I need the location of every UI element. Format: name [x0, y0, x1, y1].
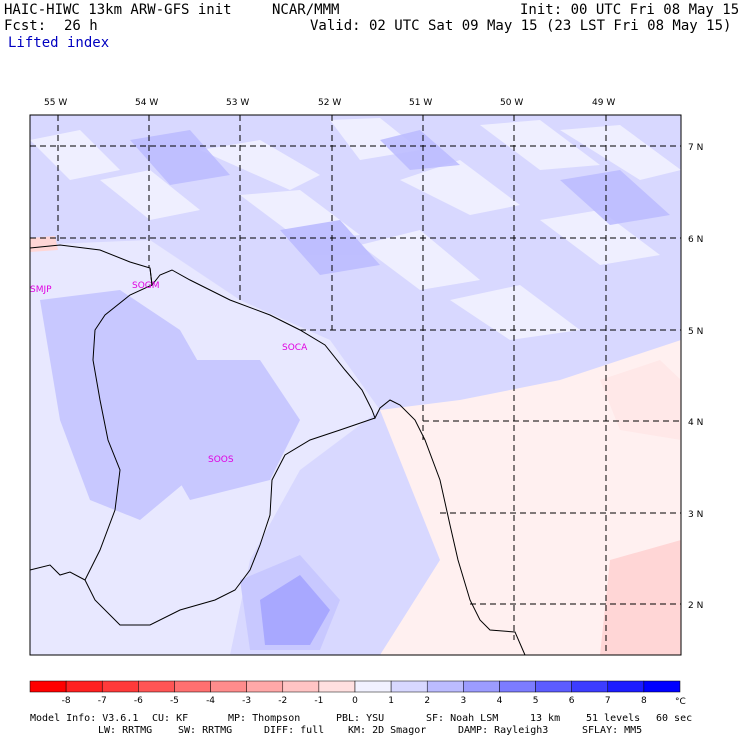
colorbar-tick-label: 5 [533, 696, 539, 706]
lon-label: 52 W [318, 98, 341, 108]
colorbar-swatch [354, 680, 392, 693]
colorbar-tick-label: -1 [314, 696, 323, 706]
colorbar-swatch [29, 680, 67, 693]
coastline-borders [29, 244, 526, 656]
lat-label: 7 N [688, 143, 703, 153]
map-frame [29, 114, 682, 656]
shortwave-scheme: SW: RRTMG [178, 725, 233, 736]
colorbar-swatch [318, 680, 356, 693]
lon-label: 50 W [500, 98, 523, 108]
colorbar-unit: °C [675, 697, 686, 707]
colorbar-swatch [210, 680, 247, 693]
valid-time: Valid: 02 UTC Sat 09 May 15 (23 LST Fri … [310, 18, 732, 34]
colorbar-swatch [246, 680, 284, 693]
colorbar-tick-label: -6 [134, 696, 143, 706]
colorbar-swatch [463, 680, 500, 693]
station-smjp: SMJP [30, 285, 52, 295]
field-name: Lifted index [8, 35, 110, 51]
colorbar-tick-label: -5 [170, 696, 179, 706]
km-option: KM: 2D Smagor [348, 725, 427, 736]
longwave-scheme: LW: RRTMG [98, 725, 153, 736]
station-soca: SOCA [282, 343, 308, 353]
colorbar-tick-label: 1 [388, 696, 394, 706]
grid-spacing: 13 km [530, 713, 561, 724]
longitude-labels: 55 W 54 W 53 W 52 W 51 W 50 W 49 W [44, 98, 615, 108]
station-soos: SOOS [208, 455, 234, 465]
lat-lon-grid [30, 115, 681, 655]
colorbar-swatch [426, 680, 464, 693]
colorbar-swatch [138, 680, 175, 693]
colorbar-swatch [282, 680, 320, 693]
colorbar-swatch [607, 680, 645, 693]
colorbar-swatch [390, 680, 428, 693]
lon-label: 49 W [592, 98, 615, 108]
colorbar-swatch [101, 680, 139, 693]
vertical-levels: 51 levels [586, 713, 641, 724]
colorbar-tick-label: -3 [242, 696, 251, 706]
station-sogm: SOGM [132, 281, 160, 291]
colorbar-tick-label: 4 [497, 696, 503, 706]
model-info: Model Info: V3.6.1 [30, 713, 139, 724]
forecast-hour: 26 h [64, 18, 98, 34]
lat-label: 5 N [688, 327, 703, 337]
colorbar-tick-label: -2 [278, 696, 287, 706]
colorbar-swatch [174, 680, 211, 693]
model-title: HAIC-HIWC 13km ARW-GFS init [4, 2, 232, 18]
surface-layer-scheme: SFLAY: MM5 [582, 725, 643, 736]
colorbar-tick-label: 6 [569, 696, 575, 706]
lat-label: 2 N [688, 601, 703, 611]
pbl-scheme: PBL: YSU [336, 713, 385, 724]
colorbar-tick-label: 2 [424, 696, 430, 706]
microphysics-scheme: MP: Thompson [228, 713, 301, 724]
lon-label: 55 W [44, 98, 67, 108]
colorbar [29, 680, 681, 693]
org-label: NCAR/MMM [272, 2, 340, 18]
init-time: Init: 00 UTC Fri 08 May 15 [520, 2, 740, 18]
lon-label: 53 W [226, 98, 249, 108]
diffusion-option: DIFF: full [264, 725, 325, 736]
lat-label: 3 N [688, 510, 703, 520]
lat-label: 6 N [688, 235, 703, 245]
time-step: 60 sec [656, 713, 693, 724]
colorbar-tick-label: 0 [352, 696, 358, 706]
lon-label: 51 W [409, 98, 432, 108]
colorbar-tick-label: 7 [605, 696, 611, 706]
forecast-label: Fcst: [4, 18, 47, 34]
lat-label: 4 N [688, 418, 703, 428]
cumulus-scheme: CU: KF [152, 713, 189, 724]
surface-scheme: SF: Noah LSM [426, 713, 499, 724]
colorbar-swatch [535, 680, 572, 693]
colorbar-swatch [571, 680, 609, 693]
colorbar-tick-label: 3 [460, 696, 466, 706]
colorbar-swatch [65, 680, 103, 693]
colorbar-swatch [643, 680, 681, 693]
field-shading [30, 115, 681, 655]
damping-option: DAMP: Rayleigh3 [458, 725, 549, 736]
colorbar-swatch [499, 680, 536, 693]
latitude-labels: 7 N 6 N 5 N 4 N 3 N 2 N [688, 143, 703, 611]
colorbar-tick-label: -7 [98, 696, 107, 706]
colorbar-tick-label: -4 [206, 696, 215, 706]
colorbar-ticks: -8 -7 -6 -5 -4 -3 -2 -1 0 1 2 3 4 5 6 7 8 [62, 696, 647, 706]
colorbar-tick-label: 8 [641, 696, 647, 706]
colorbar-tick-label: -8 [62, 696, 71, 706]
lon-label: 54 W [135, 98, 158, 108]
